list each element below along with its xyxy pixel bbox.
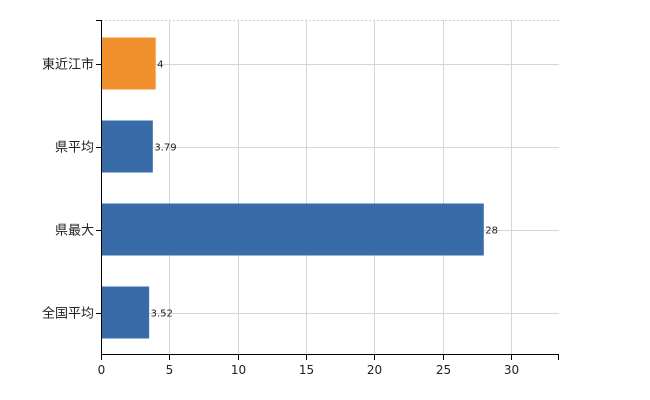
x-tick-label-3: 15 bbox=[299, 363, 314, 377]
x-tick-label-4: 20 bbox=[367, 363, 382, 377]
bar-2 bbox=[102, 120, 153, 173]
y-tick-label-4: 全国平均 bbox=[42, 306, 94, 322]
x-tick-label-6: 30 bbox=[504, 363, 519, 377]
data-label-2: 3.79 bbox=[154, 143, 176, 154]
data-label-1: 4 bbox=[157, 60, 163, 71]
x-tick-label-5: 25 bbox=[436, 363, 451, 377]
y-tick-label-1: 東近江市 bbox=[42, 57, 94, 73]
x-tick-label-2: 10 bbox=[231, 363, 246, 377]
bar-4 bbox=[102, 286, 150, 339]
y-tick-label-2: 県平均 bbox=[55, 141, 94, 156]
bar-3 bbox=[102, 203, 484, 256]
bar-1 bbox=[102, 37, 156, 90]
x-tick-label-0: 0 bbox=[98, 363, 106, 377]
x-tick-label-1: 5 bbox=[166, 363, 174, 377]
data-label-4: 3.52 bbox=[151, 309, 173, 320]
data-label-3: 28 bbox=[485, 226, 498, 237]
y-tick-label-3: 県最大 bbox=[55, 224, 94, 239]
